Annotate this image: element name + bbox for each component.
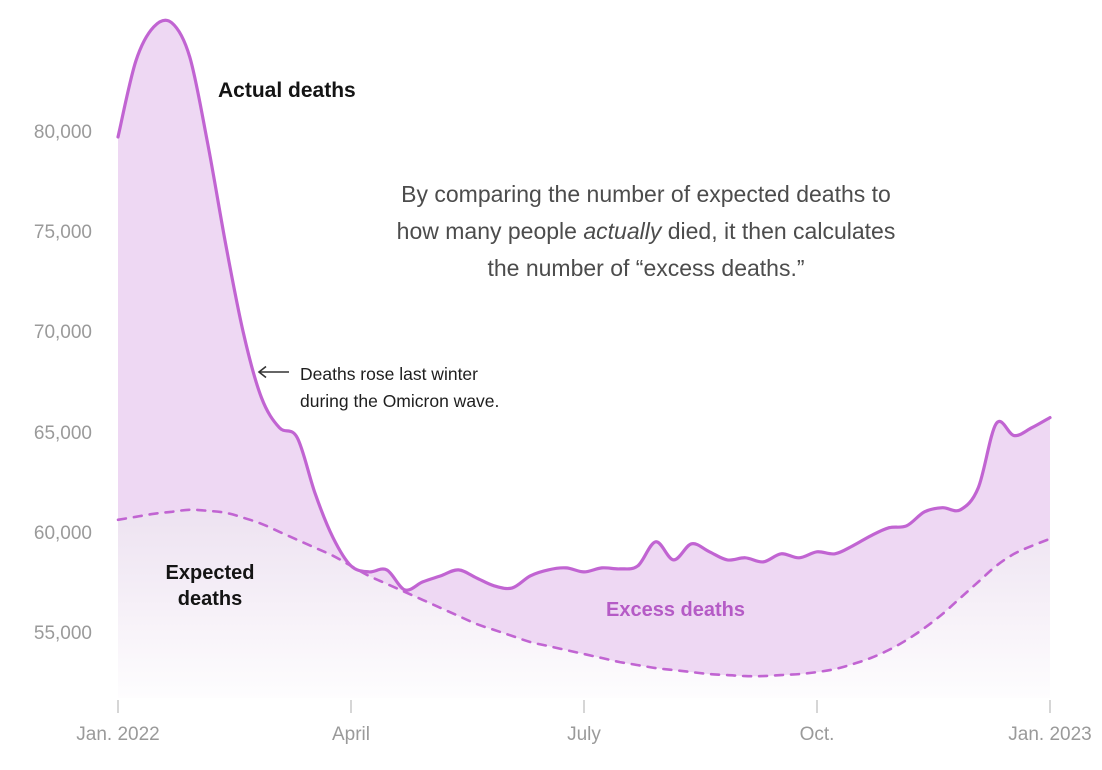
y-axis-label: 55,000 [33, 623, 92, 644]
y-axis-label: 60,000 [33, 522, 92, 544]
y-axis-label: 80,000 [33, 122, 92, 143]
omicron-annotation-text: Deaths rose last winter during the Omicr… [300, 364, 500, 412]
omicron-annotation: Deaths rose last winter during the Omicr… [255, 361, 499, 415]
x-axis-label: Oct. [799, 724, 835, 745]
x-axis-label: Jan. 2022 [76, 724, 160, 745]
expected-under-fade-area [118, 509, 1050, 698]
y-axis-label: 70,000 [33, 322, 92, 344]
y-axis-label: 75,000 [33, 222, 92, 244]
x-axis-label: July [567, 724, 601, 745]
actual-deaths-label: Actual deaths [218, 79, 356, 102]
expected-deaths-line [116, 508, 1052, 678]
x-axis-ticks [117, 700, 1051, 713]
expected-deaths-label: Expected deaths [165, 562, 255, 611]
explainer-line3: the number of “excess deaths.” [487, 254, 805, 281]
x-axis-label: April [331, 724, 370, 745]
explainer-line1: By comparing the number of expected deat… [401, 181, 891, 207]
excess-deaths-label: Excess deaths [606, 599, 745, 621]
explainer-text: By comparing the number of expected deat… [290, 176, 1002, 286]
explainer-line2-post: died, it then calculates [661, 217, 896, 244]
explainer-line2-italic: actually [583, 217, 662, 244]
left-arrow-icon [255, 365, 291, 415]
explainer-line2-pre: how many people [396, 217, 584, 244]
y-axis-label: 65,000 [33, 422, 92, 444]
x-axis-label: Jan. 2023 [1008, 724, 1092, 745]
actual-deaths-line [116, 18, 1052, 592]
